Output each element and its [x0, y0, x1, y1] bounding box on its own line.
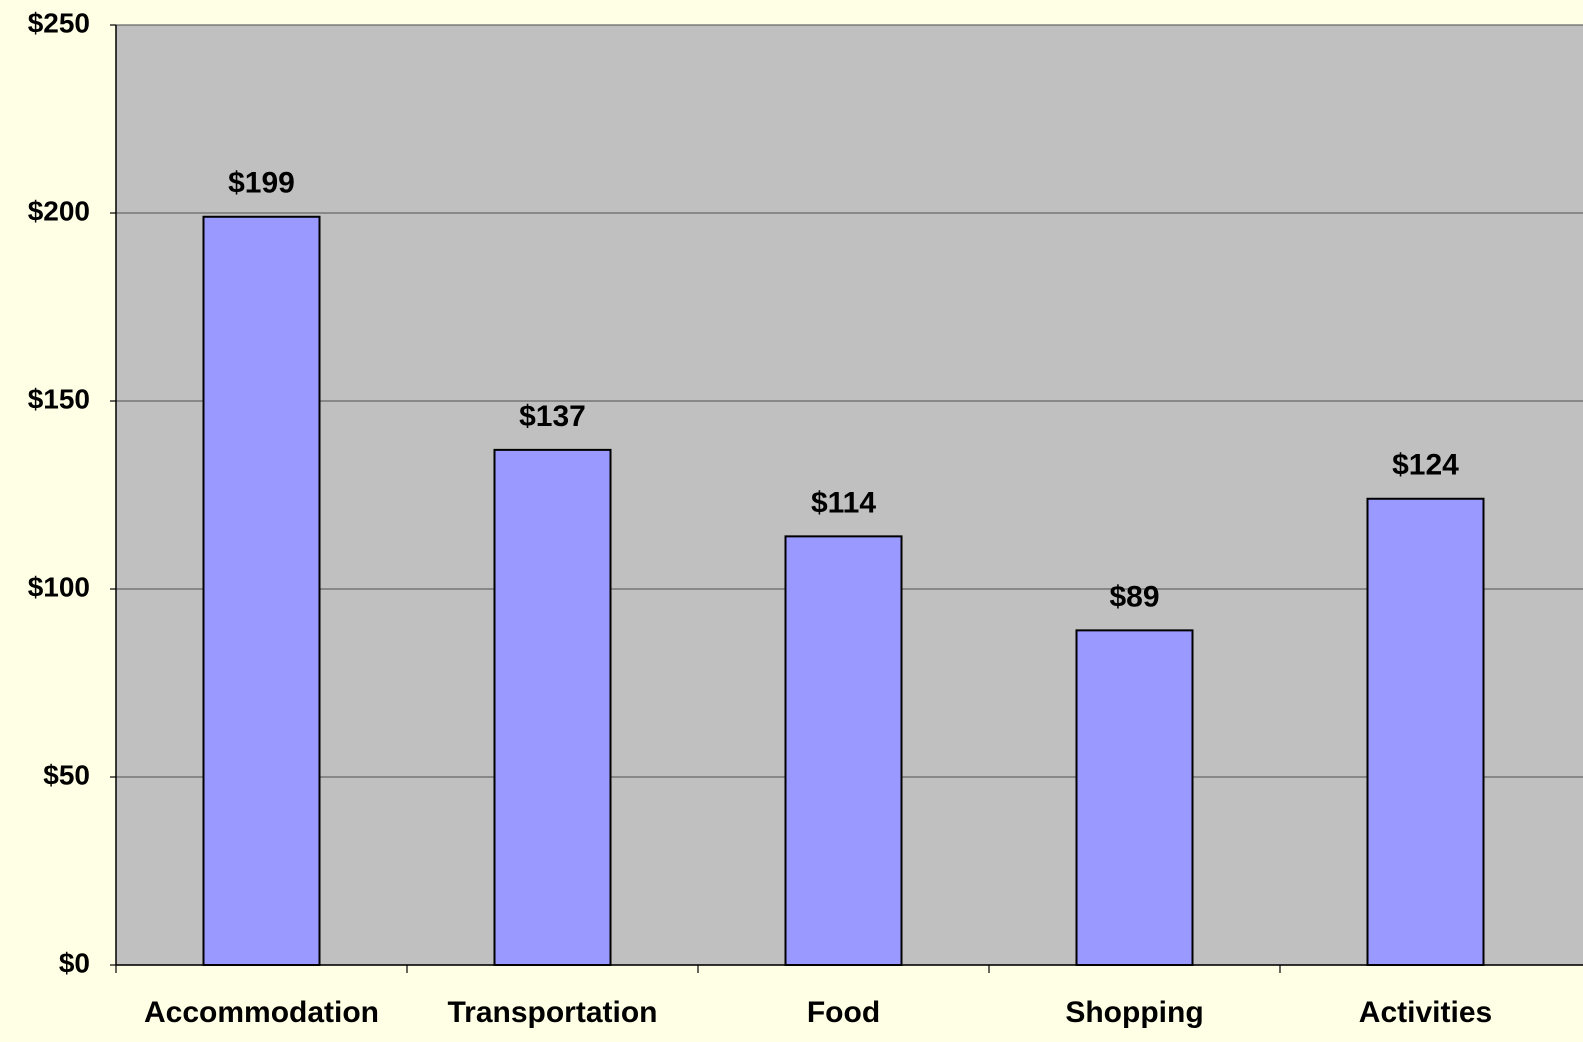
bar [202, 215, 321, 966]
x-tick-label: Food [807, 996, 880, 1029]
y-tick-label: $0 [59, 947, 90, 978]
value-label: $89 [1109, 580, 1159, 613]
x-tick-label: Transportation [447, 996, 657, 1029]
value-label: $199 [228, 167, 295, 200]
x-tick-label: Activities [1359, 996, 1492, 1029]
bar [1075, 629, 1194, 966]
y-tick-label: $200 [28, 195, 90, 226]
value-label: $137 [519, 400, 586, 433]
x-tick-label: Shopping [1065, 996, 1203, 1029]
bar [1366, 497, 1485, 966]
bar [784, 535, 903, 966]
value-label: $114 [811, 486, 876, 519]
y-tick-label: $50 [43, 759, 90, 790]
x-tick-label: Accommodation [144, 996, 379, 1029]
bar [493, 448, 612, 966]
y-tick-label: $250 [28, 7, 90, 38]
value-label: $124 [1392, 449, 1459, 482]
y-tick-label: $100 [28, 571, 90, 602]
y-tick-label: $150 [28, 383, 90, 414]
